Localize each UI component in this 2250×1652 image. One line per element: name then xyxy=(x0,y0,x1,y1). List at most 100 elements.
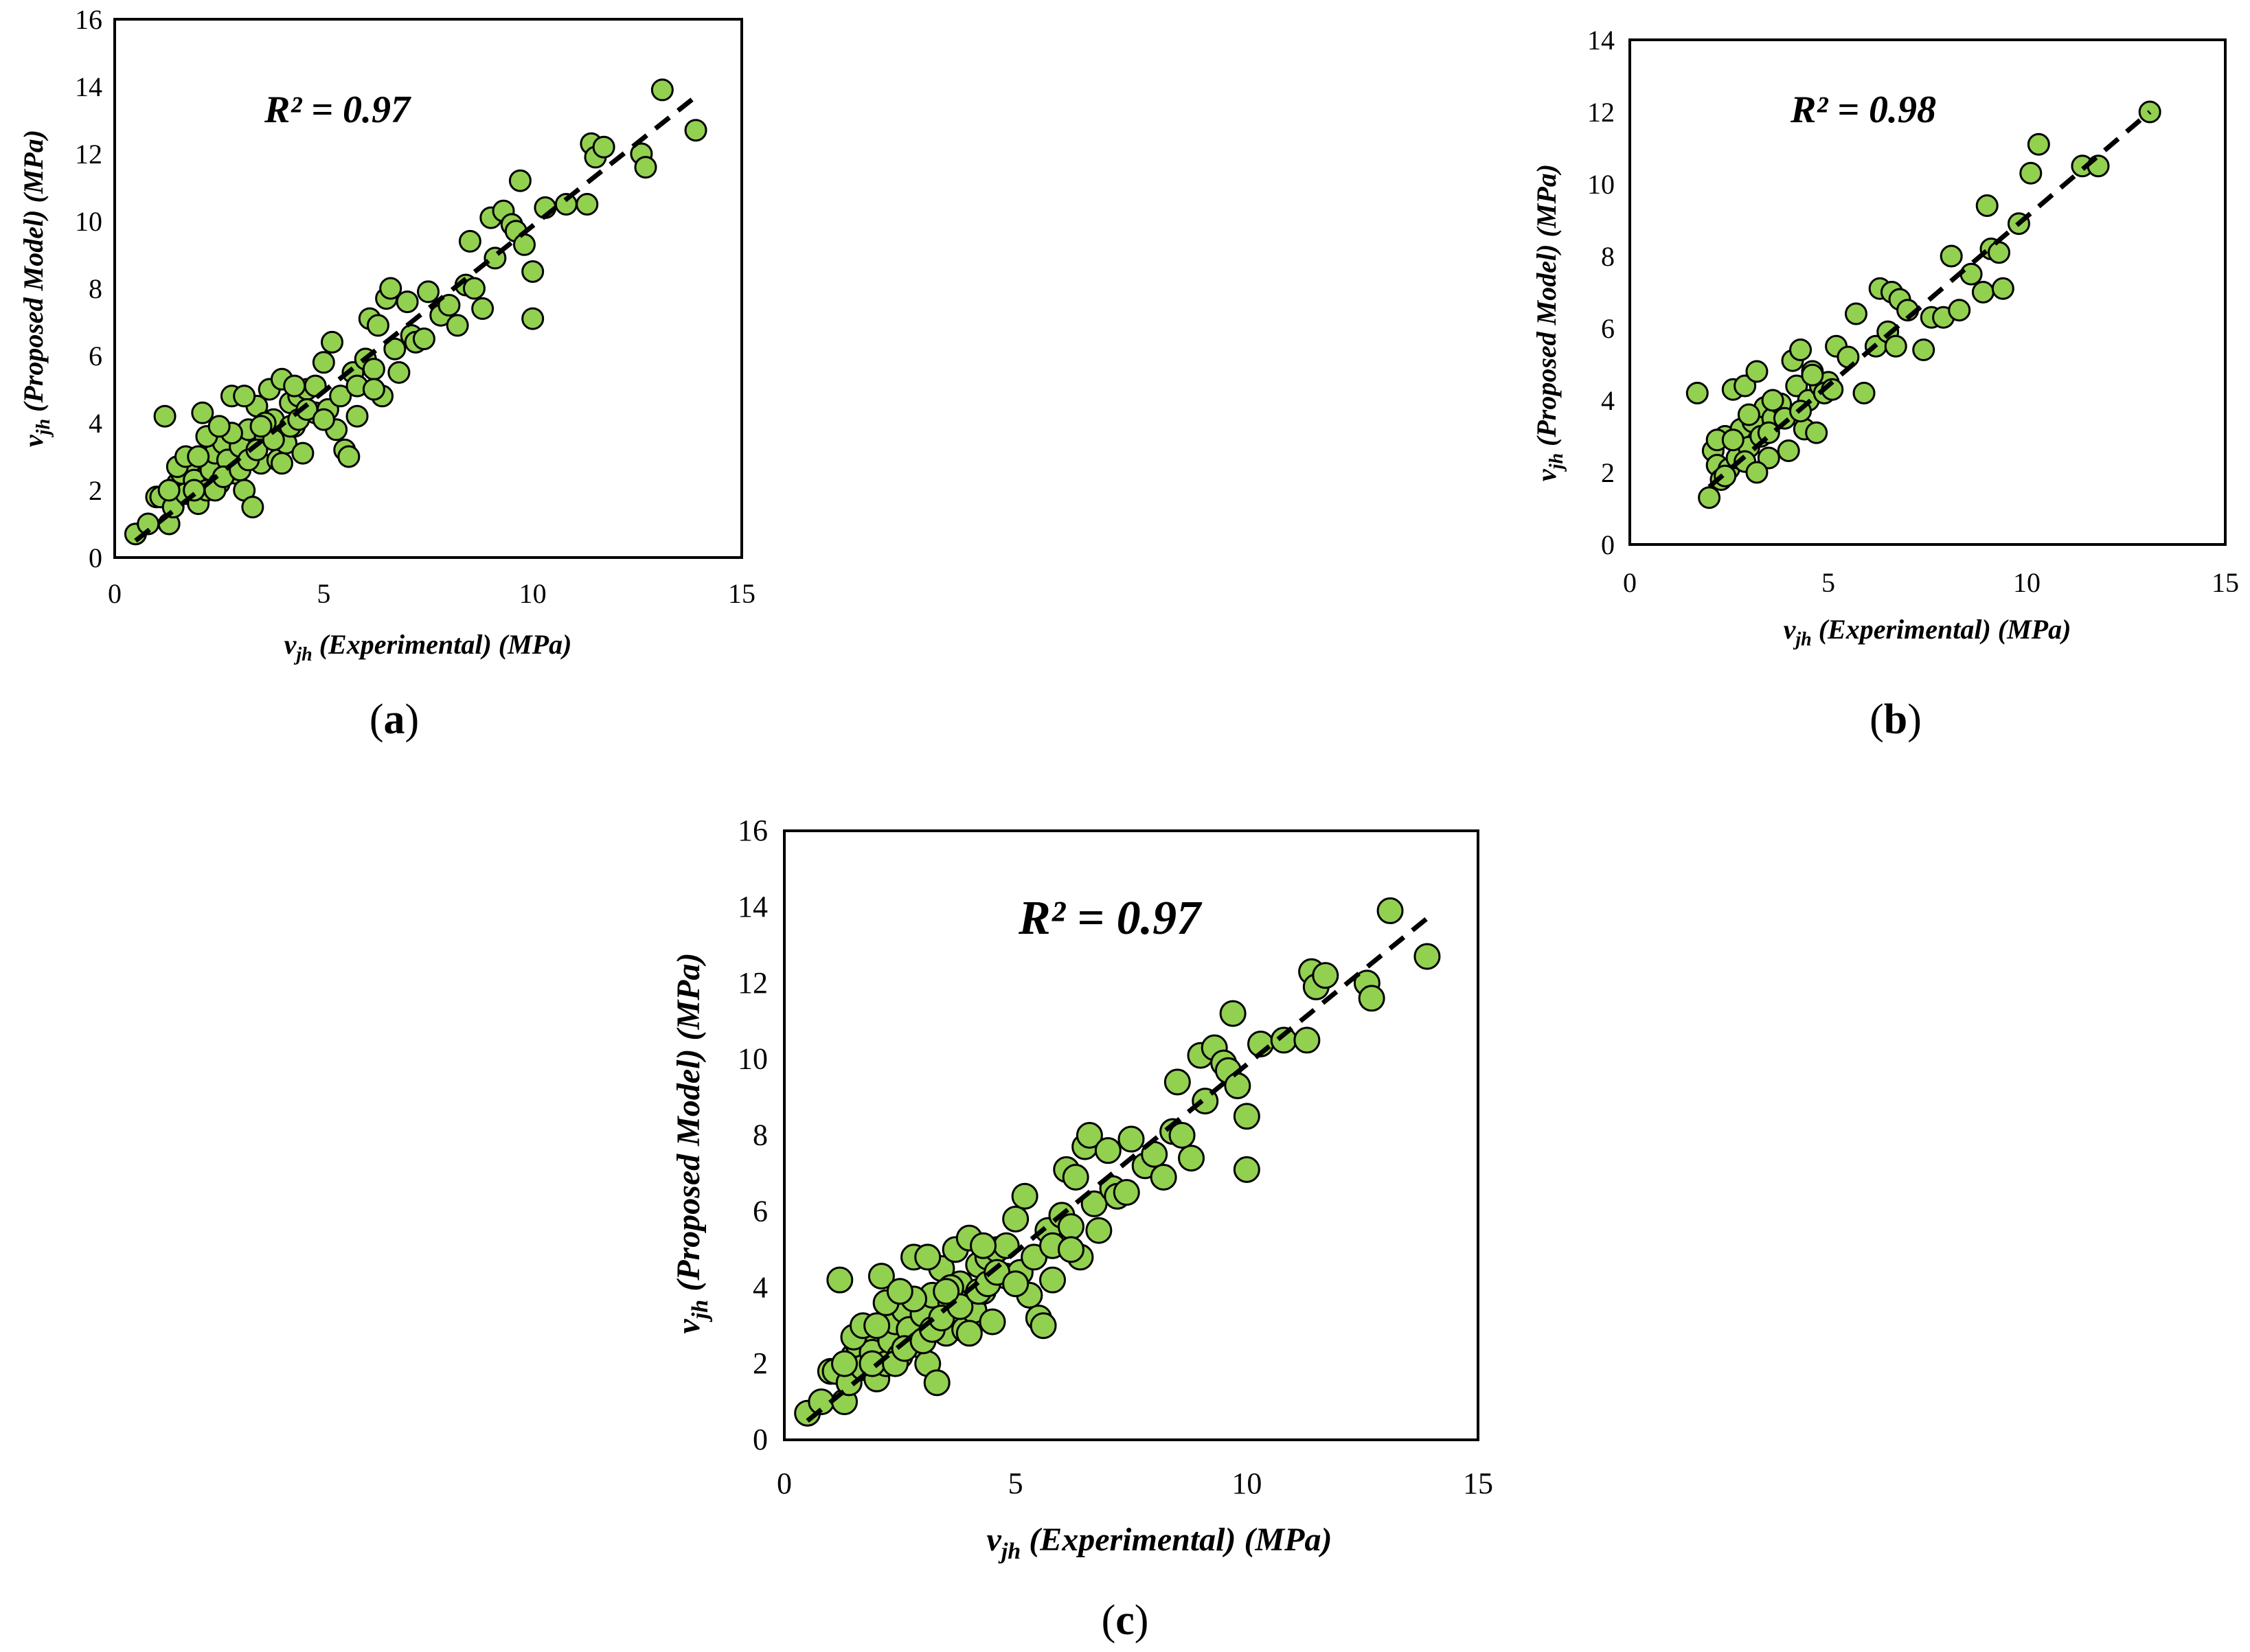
data-point xyxy=(970,1232,997,1259)
y-tick-label: 10 xyxy=(75,206,102,237)
data-point xyxy=(1805,421,1828,444)
y-axis-label: vjh (Proposed Model) (MPa) xyxy=(18,130,54,447)
data-point xyxy=(153,404,177,428)
data-point xyxy=(1745,461,1769,484)
data-point xyxy=(826,1266,854,1294)
data-point xyxy=(1844,302,1867,325)
data-point xyxy=(1698,486,1721,509)
data-point xyxy=(521,260,545,283)
data-point xyxy=(1777,439,1800,462)
trend-line xyxy=(1707,110,2152,489)
data-point xyxy=(1975,194,1999,217)
y-tick-label: 12 xyxy=(738,966,768,1000)
data-point xyxy=(471,297,495,320)
data-point xyxy=(383,337,407,360)
data-point xyxy=(1685,382,1709,404)
data-point xyxy=(1233,1156,1260,1183)
data-point xyxy=(634,156,657,179)
data-point xyxy=(1312,962,1339,989)
data-points xyxy=(124,78,707,546)
data-point xyxy=(1094,1137,1122,1165)
data-point xyxy=(831,1350,859,1377)
x-tick-label: 15 xyxy=(1463,1467,1493,1500)
data-point xyxy=(914,1243,942,1271)
data-points xyxy=(1685,100,2161,509)
data-point xyxy=(684,119,707,142)
y-tick-label: 2 xyxy=(1601,457,1615,488)
y-tick-label: 6 xyxy=(753,1194,768,1228)
data-point xyxy=(417,280,440,303)
x-tick-label: 10 xyxy=(1231,1467,1262,1500)
data-point xyxy=(295,398,319,421)
data-point xyxy=(1852,382,1876,404)
data-point xyxy=(1219,1000,1247,1027)
data-point xyxy=(1113,1179,1140,1206)
trend-line xyxy=(134,91,702,543)
data-point xyxy=(1714,464,1737,487)
y-tick-label: 2 xyxy=(89,475,102,506)
data-point xyxy=(1734,374,1757,398)
data-point xyxy=(1293,1026,1321,1054)
data-point xyxy=(1011,1182,1038,1210)
data-point xyxy=(1912,339,1935,361)
data-point xyxy=(1785,374,1808,398)
x-tick-label: 5 xyxy=(1821,567,1835,598)
data-point xyxy=(187,445,210,468)
x-axis-label: vjh (Experimental) (MPa) xyxy=(284,629,572,665)
data-point xyxy=(863,1312,891,1340)
data-point xyxy=(312,351,335,374)
data-point xyxy=(1150,1163,1177,1191)
panel-label-b: (b) xyxy=(1870,696,1922,743)
data-point xyxy=(592,135,615,159)
data-point xyxy=(245,438,269,461)
data-point xyxy=(412,328,435,350)
y-tick-label: 14 xyxy=(738,890,768,923)
data-point xyxy=(1002,1205,1030,1232)
data-point xyxy=(2087,154,2110,178)
data-point xyxy=(1789,339,1812,361)
data-point xyxy=(508,169,532,192)
data-point xyxy=(521,307,545,330)
data-point xyxy=(1178,1145,1205,1172)
data-point xyxy=(1988,241,2011,264)
x-axis-label: vjh (Experimental) (MPa) xyxy=(987,1522,1332,1564)
data-point xyxy=(886,1278,913,1305)
data-point xyxy=(379,277,402,300)
data-point xyxy=(241,496,264,518)
data-point xyxy=(362,358,385,381)
x-tick-label: 5 xyxy=(1008,1467,1023,1500)
y-tick-label: 6 xyxy=(89,341,102,371)
y-tick-label: 2 xyxy=(753,1346,768,1380)
y-tick-label: 4 xyxy=(1601,385,1615,416)
y-tick-label: 8 xyxy=(753,1118,768,1152)
data-point xyxy=(1057,1213,1084,1241)
data-point xyxy=(312,408,335,431)
trend-line xyxy=(806,913,1433,1423)
chart-panel-b: 0 5 10 15 0 2 4 6 8 10 12 14 R² = 0.98 vjh (Experim… xyxy=(1531,25,2239,743)
y-tick-label: 4 xyxy=(753,1270,768,1304)
y-tick-label: 4 xyxy=(89,408,102,439)
x-tick-label: 0 xyxy=(108,578,122,609)
data-point xyxy=(1761,389,1784,412)
y-tick-label: 0 xyxy=(89,542,102,573)
data-point xyxy=(512,233,536,256)
data-point xyxy=(396,290,419,314)
r-squared-annotation: R² = 0.97 xyxy=(264,89,411,131)
data-point xyxy=(207,415,231,438)
tick-labels: 0 5 10 15 0 2 4 6 8 10 12 14 xyxy=(1587,25,2239,598)
y-tick-label: 8 xyxy=(89,273,102,304)
data-point xyxy=(1076,1122,1103,1149)
x-tick-label: 0 xyxy=(1623,567,1637,598)
y-tick-label: 10 xyxy=(1587,169,1615,200)
data-point xyxy=(1971,281,1995,303)
data-point xyxy=(1030,1312,1057,1340)
data-point xyxy=(345,404,369,428)
y-tick-label: 6 xyxy=(1601,313,1615,344)
y-tick-label: 16 xyxy=(75,4,102,35)
data-point xyxy=(329,385,352,408)
data-point xyxy=(387,361,411,384)
r-squared-annotation: R² = 0.98 xyxy=(1790,89,1936,131)
data-point xyxy=(1801,363,1824,387)
data-point xyxy=(1991,277,2014,300)
data-point xyxy=(2019,161,2043,185)
